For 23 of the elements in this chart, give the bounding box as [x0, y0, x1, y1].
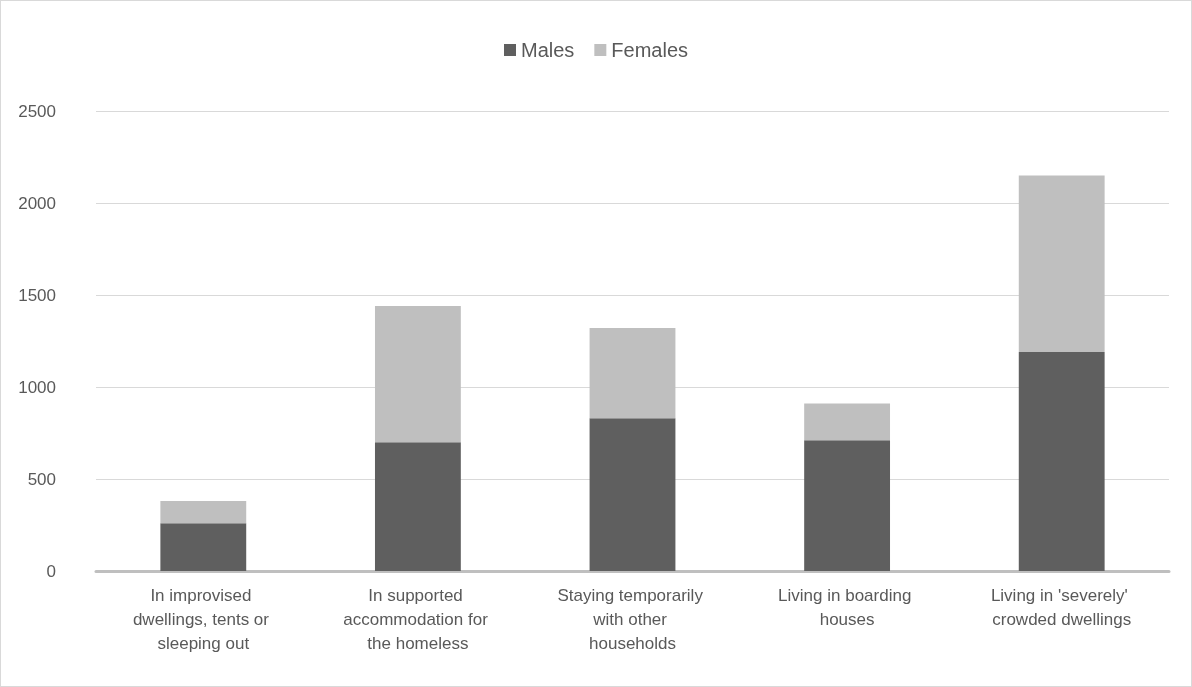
bar: [1018, 352, 1105, 571]
x-tick-label: In improvised dwellings, tents or sleeping out: [132, 585, 274, 653]
bar: [160, 523, 247, 571]
y-tick-label: 0: [46, 561, 56, 581]
y-tick-label: 2500: [18, 101, 56, 121]
bar: [160, 501, 247, 524]
bar: [589, 328, 676, 419]
x-tick-label: In supported accommodation for the homeless: [343, 585, 493, 653]
y-tick-label: 1500: [18, 285, 56, 305]
y-tick-label: 2000: [18, 193, 56, 213]
bar: [589, 418, 676, 571]
bar: [804, 440, 891, 571]
bar: [1018, 175, 1105, 353]
bar: [804, 403, 891, 441]
legend-label: Males: [520, 39, 575, 61]
y-tick-label: 500: [27, 469, 56, 489]
x-tick-label: Living in 'severely' crowded dwellings: [990, 585, 1133, 629]
bar: [374, 306, 461, 443]
bar: [374, 442, 461, 571]
x-tick-label: Living in boarding houses: [778, 585, 917, 629]
x-tick-label: Staying temporarily with other households: [557, 585, 708, 653]
legend-label: Females: [611, 39, 689, 61]
y-tick-label: 1000: [18, 377, 56, 397]
